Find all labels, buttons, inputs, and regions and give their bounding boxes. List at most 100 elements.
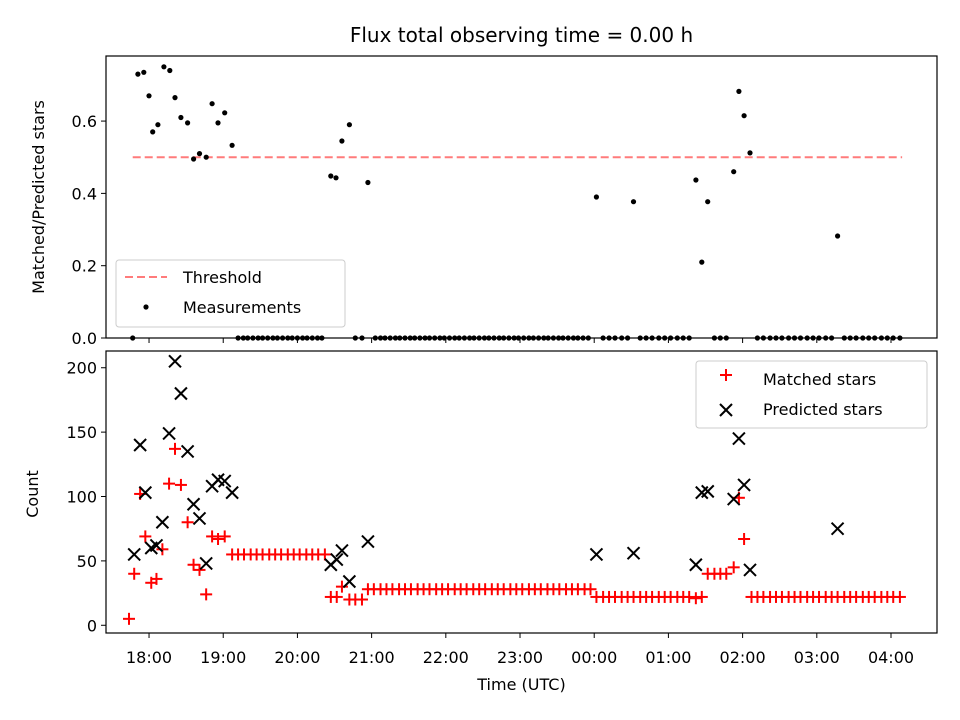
bottom-x-tick-label: 20:00 [274,648,320,667]
predicted-star-point [174,386,188,401]
predicted-star-point [726,492,741,506]
bottom-panel: 0 50 100 150 200 18:00 19:00 20:00 21:00 22:00 23… [23,350,938,694]
predicted-star-point [162,426,176,441]
x-axis-label: Time (UTC) [476,675,565,694]
bottom-x-axis: 18:00 19:00 20:00 21:00 22:00 23:00 00:00 01:00… [126,633,914,667]
top-axes-frame [105,55,938,339]
measurement-point [150,129,156,135]
measurement-point [229,142,235,148]
bottom-y-tick-label: 50 [77,552,97,571]
predicted-star-point [138,485,153,500]
matched-star-point [206,530,219,543]
measurement-point [178,114,184,121]
bottom-legend: Matched stars Predicted stars [695,360,928,429]
matched-star-point [318,548,331,561]
predicted-star-point [342,574,357,589]
matched-star-point [163,477,176,490]
bottom-x-tick-label: 00:00 [571,648,617,667]
matched-star-point [355,593,368,606]
measurement-point [328,173,334,179]
bottom-x-tick-label: 01:00 [645,648,691,667]
predicted-star-point [830,521,845,536]
matched-star-point [187,558,200,571]
matched-star-point [683,590,696,603]
measurement-point [699,259,705,265]
bottom-x-tick-label: 23:00 [497,648,543,667]
matched-star-point [156,543,169,556]
measurement-point [172,95,178,101]
bottom-y-tick-label: 200 [66,359,97,378]
measurement-point [222,110,228,116]
predicted-star-point [732,431,746,446]
predicted-star-point [186,497,201,511]
top-legend: Threshold Measurements [115,259,346,328]
bottom-x-tick-label: 02:00 [720,648,766,667]
measurement-point [835,233,841,239]
top-y-tick-label: 0.0 [72,329,97,348]
measurement-point [346,122,352,128]
predicted-star-point [218,474,232,488]
bottom-y-tick-label: 100 [66,488,97,507]
measurement-point [365,179,371,186]
predicted-legend-label: Predicted stars [763,400,883,419]
measurement-point [333,175,339,181]
measurement-point [141,69,147,75]
top-legend-box [115,259,346,328]
measurement-point [741,113,747,119]
bottom-plot-area [123,354,906,625]
matched-star-point [181,516,194,529]
predicted-star-point [361,534,375,549]
predicted-star-point [335,543,349,558]
top-y-axis: 0.0 0.2 0.4 0.6 [72,112,106,348]
measurements-legend-label: Measurements [183,298,301,317]
matched-star-point [123,612,136,625]
predicted-star-point [689,558,703,572]
measurement-point [593,194,600,200]
bottom-x-tick-label: 21:00 [349,648,395,667]
bottom-x-tick-label: 03:00 [794,648,840,667]
top-x-axis [148,338,892,343]
matched-star-point [695,590,708,603]
predicted-star-point [180,444,195,459]
measurement-point [215,120,221,126]
measurement-point [630,199,637,205]
measurement-point [135,71,141,77]
measurement-point [196,151,203,157]
predicted-star-point [701,484,715,499]
top-y-axis-label: Matched/Predicted stars [29,100,48,294]
matched-star-point [689,592,702,605]
predicted-star-point [743,563,757,577]
chart-title: Flux total observing time = 0.00 h [350,23,693,47]
bottom-y-tick-label: 0 [87,616,97,635]
bottom-y-axis-label: Count [23,470,42,518]
matched-star-point [584,583,597,596]
predicted-star-point [192,511,207,526]
measurement-point [747,150,753,156]
matched-star-point [720,567,733,580]
matched-star-point [335,580,348,593]
matched-star-point [193,563,206,576]
top-y-tick-label: 0.4 [72,184,97,203]
matched-star-point [174,478,187,491]
matched-star-point [128,567,141,580]
top-panel: 0.0 0.2 0.4 0.6 Matched/Predicted stars Thr… [29,55,938,348]
bottom-legend-box [695,360,928,429]
bottom-y-axis: 0 50 100 150 200 [66,359,106,635]
measurement-point [339,138,345,144]
predicted-star-point [155,515,170,529]
matched-star-point [139,530,152,543]
matched-star-point [212,533,225,545]
measurement-point [731,169,737,175]
measurement-point [146,93,152,99]
matched-star-point [330,590,343,603]
matched-star-point [893,590,906,603]
predicted-star-point [127,547,141,562]
predicted-star-point [225,485,239,500]
predicted-star-point [133,438,147,452]
predicted-star-point [199,556,213,571]
threshold-legend-label: Threshold [182,268,262,287]
measurement-point [736,88,742,94]
matched-star-point [218,530,231,543]
measurement-point [155,122,161,128]
